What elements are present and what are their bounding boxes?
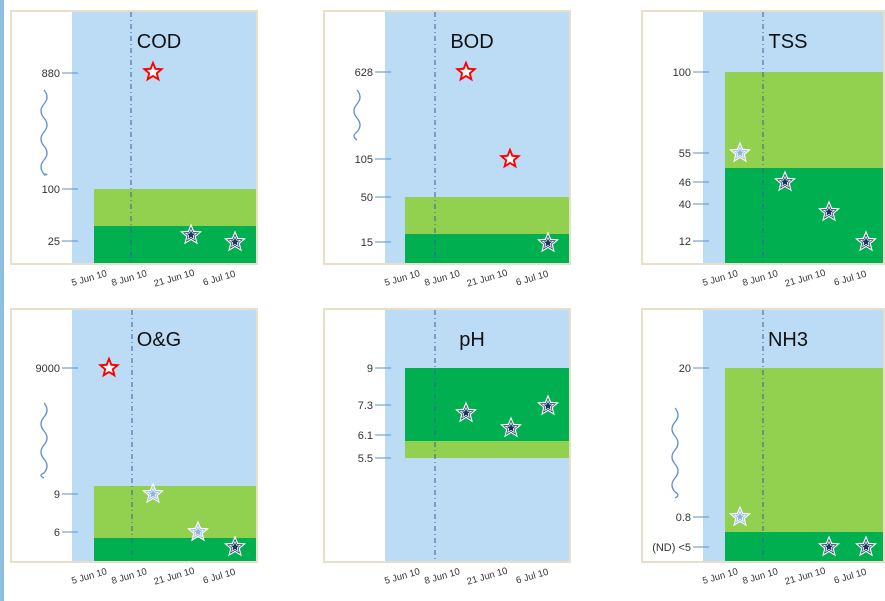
x-category-label: 21 Jun 10 bbox=[784, 268, 827, 290]
y-tick-label: 20 bbox=[679, 363, 691, 375]
y-tick-label: 55 bbox=[679, 148, 691, 160]
x-category-label: 21 Jun 10 bbox=[466, 566, 509, 588]
x-category-label: 5 Jun 10 bbox=[701, 566, 739, 587]
data-point-star-navy bbox=[223, 230, 247, 252]
axis-break-wave-icon bbox=[353, 89, 361, 141]
y-tick-label: 46 bbox=[679, 177, 691, 189]
chart-tss: TSS 100 55 46 40 12 5 Jun 10 8 Jun 10 21 Jun 10 6… bbox=[641, 10, 885, 290]
y-tick-label: 6.1 bbox=[358, 430, 373, 442]
data-point-star-red bbox=[454, 60, 478, 82]
x-category-label: 5 Jun 10 bbox=[70, 566, 108, 587]
chart-title: O&G bbox=[137, 329, 181, 351]
band-light-green bbox=[725, 72, 883, 168]
x-category-label: 8 Jun 10 bbox=[741, 566, 779, 587]
y-tick-label: 628 bbox=[355, 67, 373, 79]
data-point-star-navy bbox=[499, 416, 523, 438]
axis-break-wave-icon bbox=[40, 89, 48, 176]
y-tick-label: (ND) <5 bbox=[652, 542, 691, 554]
x-category-label: 21 Jun 10 bbox=[466, 268, 509, 290]
chart-title: BOD bbox=[450, 31, 493, 53]
band-dark-green bbox=[405, 234, 569, 263]
x-category-label: 5 Jun 10 bbox=[701, 268, 739, 289]
data-point-star-navy bbox=[817, 200, 841, 222]
band-light-green bbox=[405, 441, 569, 458]
left-edge-strip bbox=[0, 0, 4, 601]
chart-cod: COD 880 100 25 5 Jun 10 8 Jun 10 21 Jun 10 6 Ju… bbox=[10, 10, 258, 290]
data-point-star-navy bbox=[854, 230, 878, 252]
chart-title: pH bbox=[459, 329, 485, 351]
y-tick-label: 12 bbox=[679, 236, 691, 248]
y-tick-label: 25 bbox=[48, 236, 60, 248]
y-tick-label: 50 bbox=[361, 192, 373, 204]
data-point-star-navy bbox=[773, 170, 797, 192]
x-category-label: 21 Jun 10 bbox=[153, 268, 196, 290]
x-category-label: 6 Jul 10 bbox=[833, 567, 868, 587]
y-tick-label: 9 bbox=[54, 489, 60, 501]
data-point-star-navy bbox=[454, 401, 478, 423]
x-category-label: 6 Jul 10 bbox=[202, 269, 237, 289]
chart-nh3: NH3 20 0.8 (ND) <5 5 Jun 10 8 Jun 10 21 Jun 10… bbox=[641, 308, 885, 588]
band-light-green bbox=[94, 189, 256, 226]
chart-title: COD bbox=[137, 31, 181, 53]
chart-oandg: O&G 9000 9 6 5 Jun 10 8 Jun 10 21 Jun 10 6 Jul … bbox=[10, 308, 258, 588]
x-category-label: 6 Jul 10 bbox=[515, 567, 550, 587]
x-category-label: 8 Jun 10 bbox=[110, 566, 148, 587]
x-category-label: 6 Jul 10 bbox=[515, 269, 550, 289]
x-category-label: 8 Jun 10 bbox=[110, 268, 148, 289]
x-category-label: 8 Jun 10 bbox=[741, 268, 779, 289]
x-category-label: 6 Jul 10 bbox=[833, 269, 868, 289]
chart-title: TSS bbox=[769, 31, 808, 53]
band-dark-green bbox=[94, 538, 256, 561]
data-point-star-navy bbox=[223, 535, 247, 557]
x-category-label: 5 Jun 10 bbox=[70, 268, 108, 289]
x-category-label: 5 Jun 10 bbox=[383, 268, 421, 289]
y-tick-label: 100 bbox=[673, 67, 691, 79]
chart-title: NH3 bbox=[768, 329, 808, 351]
band-light-green bbox=[94, 486, 256, 538]
y-tick-label: 15 bbox=[361, 237, 373, 249]
data-point-star-navy bbox=[817, 535, 841, 557]
data-point-star-navy bbox=[536, 394, 560, 416]
y-tick-label: 7.3 bbox=[358, 400, 373, 412]
y-tick-label: 105 bbox=[355, 154, 373, 166]
data-point-star-light bbox=[186, 520, 210, 542]
band-dark-green bbox=[94, 226, 256, 263]
data-point-star-red bbox=[141, 60, 165, 82]
axis-break-wave-icon bbox=[40, 402, 48, 479]
y-tick-label: 9 bbox=[367, 363, 373, 375]
x-category-label: 5 Jun 10 bbox=[383, 566, 421, 587]
band-dark-green bbox=[725, 532, 883, 561]
y-tick-label: 100 bbox=[42, 184, 60, 196]
data-point-star-light bbox=[728, 505, 752, 527]
data-point-star-navy bbox=[179, 223, 203, 245]
chart-bod: BOD 628 105 50 15 5 Jun 10 8 Jun 10 21 Jun 10 6 … bbox=[323, 10, 571, 290]
x-category-label: 6 Jul 10 bbox=[202, 567, 237, 587]
data-point-star-red bbox=[498, 147, 522, 169]
band-light-green bbox=[725, 368, 883, 532]
y-tick-label: 9000 bbox=[36, 363, 60, 375]
band-dark-green bbox=[725, 168, 883, 263]
data-point-star-red bbox=[97, 356, 121, 378]
x-category-label: 8 Jun 10 bbox=[423, 268, 461, 289]
y-tick-label: 5.5 bbox=[358, 453, 373, 465]
data-point-star-light bbox=[141, 482, 165, 504]
y-tick-label: 6 bbox=[54, 527, 60, 539]
x-category-label: 8 Jun 10 bbox=[423, 566, 461, 587]
y-tick-label: 0.8 bbox=[676, 512, 691, 524]
x-category-label: 21 Jun 10 bbox=[784, 566, 827, 588]
data-point-star-light bbox=[728, 141, 752, 163]
y-tick-label: 40 bbox=[679, 199, 691, 211]
y-tick-label: 880 bbox=[42, 68, 60, 80]
data-point-star-navy bbox=[536, 231, 560, 253]
chart-ph: pH 9 7.3 6.1 5.5 5 Jun 10 8 Jun 10 21 Jun 10 6 J… bbox=[323, 308, 571, 588]
axis-break-wave-icon bbox=[671, 407, 679, 499]
x-category-label: 21 Jun 10 bbox=[153, 566, 196, 588]
band-light-green bbox=[405, 197, 569, 234]
data-point-star-navy bbox=[854, 535, 878, 557]
